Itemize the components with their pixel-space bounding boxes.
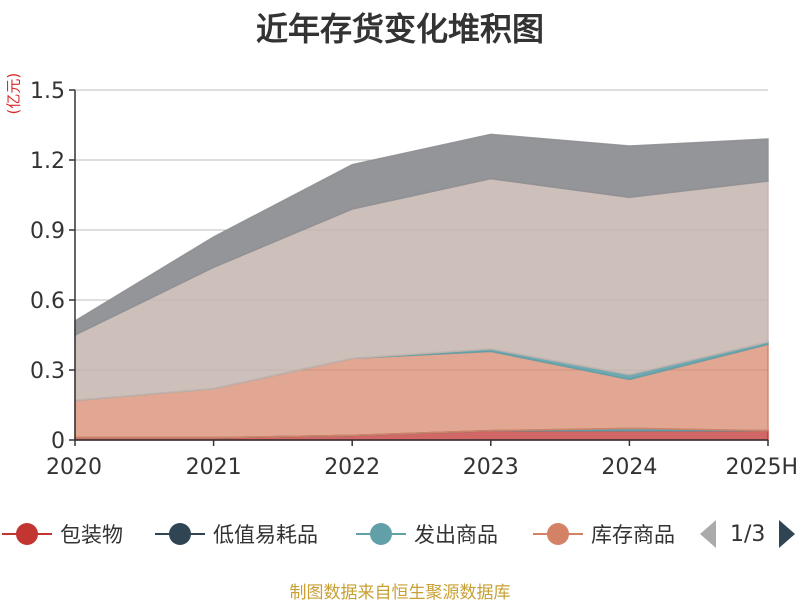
legend: 包装物 低值易耗品 发出商品 库存商品 (0, 516, 800, 552)
data-source-note: 制图数据来自恒生聚源数据库 (289, 583, 511, 603)
legend-item-merchandise[interactable]: 库存商品 (533, 516, 683, 552)
axes (69, 89, 769, 446)
y-tick-label: 1.2 (30, 149, 65, 174)
area-series (74, 133, 769, 441)
x-tick-label: 2022 (324, 455, 380, 480)
legend-label-consumables: 低值易耗品 (213, 523, 318, 547)
stacked-area-chart: 00.30.60.91.21.5 2020 2021 2022 2023 2024 202… (30, 79, 798, 480)
x-tick-label: 2025H (725, 455, 798, 480)
legend-item-shipped[interactable]: 发出商品 (356, 516, 498, 552)
legend-label-shipped: 发出商品 (414, 523, 498, 547)
area-unnamed-c[interactable] (74, 133, 769, 337)
legend-marker-merchandise (533, 516, 583, 552)
legend-marker-packaging (2, 516, 52, 552)
x-tick-label: 2023 (463, 455, 519, 480)
y-tick-label: 0.6 (30, 289, 65, 314)
legend-label-merchandise: 库存商品 (591, 523, 675, 547)
x-tick-label: 2024 (601, 455, 657, 480)
legend-page-indicator: 1/3 (730, 521, 766, 547)
legend-item-consumables[interactable]: 低值易耗品 (155, 516, 318, 552)
y-tick-labels: 0 0.3 0.6 0.9 1.2 1.5 (30, 79, 65, 454)
legend-marker-shipped (356, 516, 406, 552)
legend-next-page-icon[interactable] (779, 520, 796, 548)
chart-title: 近年存货变化堆积图 (255, 10, 544, 48)
legend-pager: 1/3 (700, 516, 796, 552)
legend-label-packaging: 包装物 (60, 523, 123, 547)
legend-marker-consumables (155, 516, 205, 552)
y-tick-label: 0.3 (30, 359, 65, 384)
y-tick-label: 1.5 (30, 79, 65, 104)
legend-prev-page-icon[interactable] (700, 520, 716, 548)
x-tick-label: 2021 (186, 455, 242, 480)
y-tick-label: 0 (51, 429, 65, 454)
x-tick-label: 2020 (46, 455, 102, 480)
x-tick-labels: 2020 2021 2022 2023 2024 2025H (46, 455, 798, 480)
legend-item-packaging[interactable]: 包装物 (2, 516, 123, 552)
y-tick-label: 0.9 (30, 219, 65, 244)
